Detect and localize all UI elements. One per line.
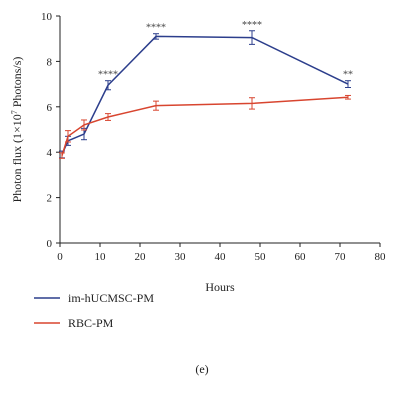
series-1: [59, 94, 351, 159]
y-axis-title-prefix: Photon flux (1×10: [10, 114, 24, 202]
significance-label: ****: [98, 70, 118, 81]
x-tick-label: 0: [57, 251, 63, 263]
x-axis-title: Hours: [205, 280, 235, 294]
y-tick-label: 2: [47, 193, 53, 205]
significance-label: ****: [242, 20, 262, 31]
series-line: [61, 96, 349, 156]
x-tick-label: 20: [135, 251, 147, 263]
legend-label-im-hucmsc-pm: im-hUCMSC-PM: [68, 291, 154, 305]
legend-label-rbc-pm: RBC-PM: [68, 316, 114, 330]
y-tick-label: 0: [47, 238, 53, 250]
y-axis-title-exponent: 7: [10, 110, 19, 114]
series-line: [61, 35, 349, 155]
x-tick-label: 50: [255, 251, 267, 263]
y-tick-label: 8: [47, 56, 53, 68]
x-tick-label: 30: [175, 251, 187, 263]
panel-label: (e): [195, 362, 208, 376]
x-tick-label: 10: [95, 251, 107, 263]
x-tick-label: 60: [295, 251, 307, 263]
x-tick-label: 80: [375, 251, 387, 263]
chart-legend: im-hUCMSC-PM RBC-PM: [34, 291, 154, 330]
significance-label: **: [343, 70, 353, 81]
chart-axes: [59, 16, 380, 244]
chart-series: ******** ******: [59, 20, 353, 159]
y-tick-label: 10: [41, 11, 53, 23]
y-tick-label: 6: [47, 102, 53, 114]
chart-ticks: 0 10 20 30 40 50 60 70 80 0 2 4 6 8 10: [41, 11, 386, 263]
significance-label: ****: [146, 23, 166, 34]
series-0: ******** ******: [59, 20, 353, 159]
y-axis-title-suffix: Photons/s): [10, 57, 24, 111]
x-tick-label: 40: [215, 251, 227, 263]
y-axis-title: Photon flux (1×107 Photons/s): [10, 57, 25, 203]
y-tick-label: 4: [47, 147, 53, 159]
x-tick-label: 70: [335, 251, 347, 263]
